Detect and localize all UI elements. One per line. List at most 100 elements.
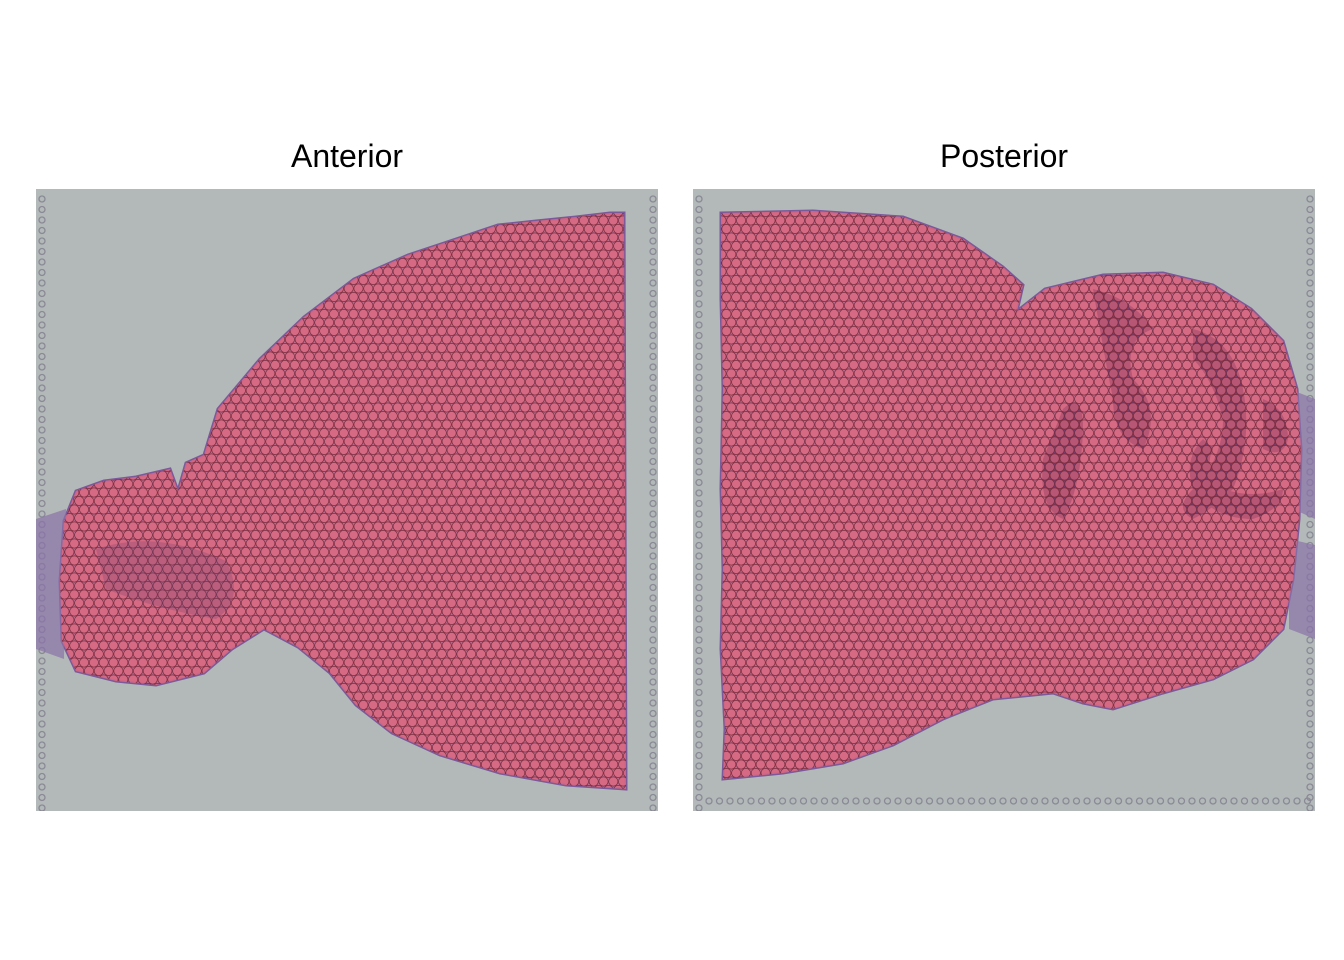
spot bbox=[510, 368, 521, 379]
spot bbox=[294, 555, 305, 566]
spot bbox=[505, 292, 516, 302]
spot bbox=[216, 572, 227, 583]
spot bbox=[74, 598, 85, 608]
spot bbox=[196, 657, 207, 668]
fiducial-dot bbox=[1306, 783, 1314, 791]
spot bbox=[451, 368, 462, 379]
spot bbox=[284, 402, 295, 413]
spot bbox=[412, 606, 423, 617]
spot bbox=[510, 453, 521, 464]
spot bbox=[387, 530, 398, 540]
spot bbox=[539, 368, 550, 379]
spot bbox=[466, 292, 477, 302]
spot bbox=[157, 504, 168, 515]
spot bbox=[588, 623, 599, 634]
spot bbox=[559, 691, 570, 702]
spot bbox=[245, 623, 256, 634]
spot bbox=[471, 317, 482, 328]
spot bbox=[554, 292, 565, 302]
spot bbox=[431, 640, 442, 651]
spot bbox=[284, 521, 295, 532]
spot bbox=[137, 674, 148, 685]
spot bbox=[348, 615, 359, 625]
spot bbox=[598, 759, 609, 770]
spot bbox=[108, 504, 119, 515]
spot bbox=[201, 649, 212, 659]
spot bbox=[250, 377, 261, 387]
spot bbox=[559, 419, 570, 430]
spot bbox=[613, 360, 624, 370]
spot bbox=[534, 615, 545, 625]
spot bbox=[260, 411, 271, 421]
spot bbox=[280, 428, 290, 438]
spot bbox=[431, 385, 442, 396]
spot bbox=[314, 436, 325, 447]
spot bbox=[407, 581, 418, 591]
spot bbox=[289, 513, 300, 523]
spot bbox=[534, 683, 545, 693]
spot bbox=[260, 428, 271, 438]
spot bbox=[427, 547, 437, 557]
spot bbox=[613, 224, 624, 234]
spot bbox=[456, 649, 467, 659]
spot bbox=[476, 275, 486, 285]
spot bbox=[578, 725, 589, 736]
spot bbox=[525, 581, 535, 591]
spot bbox=[329, 394, 339, 404]
spot bbox=[417, 666, 428, 676]
spot bbox=[333, 504, 344, 515]
spot bbox=[260, 581, 271, 591]
spot bbox=[480, 742, 491, 753]
spot bbox=[564, 649, 575, 659]
spot bbox=[284, 504, 295, 515]
spot bbox=[505, 224, 516, 234]
spot bbox=[490, 249, 501, 260]
spot bbox=[471, 606, 482, 617]
spot bbox=[569, 385, 580, 396]
spot bbox=[137, 589, 148, 600]
spot bbox=[270, 360, 281, 370]
spot bbox=[343, 368, 354, 379]
spot bbox=[583, 462, 594, 472]
spot bbox=[495, 411, 506, 421]
spot bbox=[525, 649, 535, 659]
spot bbox=[525, 666, 535, 676]
spot bbox=[275, 470, 286, 481]
spot bbox=[221, 632, 232, 642]
spot bbox=[353, 300, 364, 311]
spot bbox=[427, 360, 437, 370]
spot bbox=[466, 564, 477, 574]
spot bbox=[358, 700, 369, 710]
spot bbox=[412, 555, 423, 566]
spot bbox=[392, 283, 403, 294]
fiducial-dot bbox=[695, 562, 703, 571]
spot bbox=[250, 462, 261, 472]
spot bbox=[505, 275, 516, 285]
spot bbox=[456, 394, 467, 404]
spot bbox=[569, 572, 580, 583]
spot bbox=[206, 504, 217, 515]
spot bbox=[382, 402, 393, 413]
spot bbox=[520, 470, 531, 481]
spot bbox=[407, 360, 418, 370]
spot bbox=[578, 657, 589, 668]
spot bbox=[598, 249, 609, 260]
spot bbox=[402, 725, 413, 736]
spot bbox=[534, 700, 545, 710]
spot bbox=[221, 564, 232, 574]
spot bbox=[324, 640, 335, 651]
spot bbox=[368, 513, 379, 523]
spot bbox=[613, 326, 624, 336]
spot bbox=[387, 394, 398, 404]
spot bbox=[588, 674, 599, 685]
spot bbox=[466, 530, 477, 540]
spot bbox=[373, 572, 384, 583]
spot bbox=[397, 309, 408, 319]
spot bbox=[133, 615, 143, 625]
spot bbox=[583, 411, 594, 421]
spot bbox=[402, 300, 413, 311]
spot bbox=[598, 470, 609, 481]
spot bbox=[554, 666, 565, 676]
spot bbox=[623, 717, 626, 727]
spot bbox=[103, 581, 114, 591]
